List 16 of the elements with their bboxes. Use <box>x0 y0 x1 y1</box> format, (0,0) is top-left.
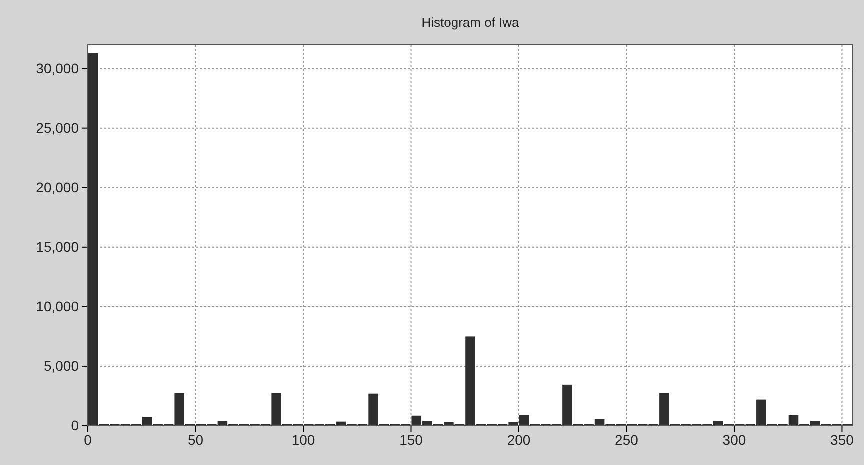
x-tick-label: 200 <box>507 432 531 448</box>
y-tick-label: 10,000 <box>36 298 80 314</box>
x-tick-label: 250 <box>615 432 639 448</box>
x-tick-label: 350 <box>830 432 854 448</box>
x-tick-label: 300 <box>722 432 746 448</box>
x-tick-label: 100 <box>292 432 316 448</box>
y-tick-label: 30,000 <box>36 60 80 76</box>
y-tick-label: 0 <box>71 417 80 434</box>
y-tick-label: 25,000 <box>36 120 80 136</box>
x-tick-label: 150 <box>400 432 424 448</box>
y-tick-label: 15,000 <box>36 238 80 255</box>
chart-title: Histogram of Iwa <box>422 15 520 30</box>
y-tick-label: 5,000 <box>44 358 80 374</box>
x-tick-label: 0 <box>84 432 92 448</box>
y-tick-label: 20,000 <box>36 179 80 196</box>
x-tick-label: 50 <box>188 432 204 448</box>
